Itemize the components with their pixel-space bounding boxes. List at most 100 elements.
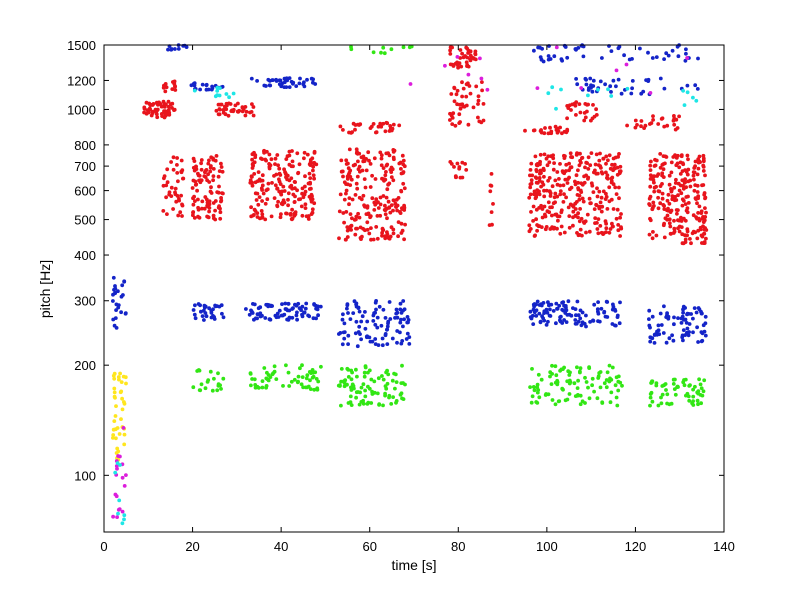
data-point-red (357, 164, 362, 169)
data-point-blue (305, 77, 309, 82)
data-point-yellow (122, 442, 127, 447)
data-point-blue (547, 313, 552, 318)
data-point-blue (701, 323, 706, 328)
data-point-red (566, 205, 571, 210)
data-point-blue (191, 83, 196, 87)
data-point-green (264, 385, 268, 390)
data-point-red (531, 204, 536, 209)
data-point-red (159, 104, 164, 109)
data-point-red (351, 163, 356, 168)
data-point-red (290, 216, 295, 221)
data-point-green (366, 400, 371, 405)
data-point-red (679, 219, 684, 223)
data-point-green (339, 367, 344, 371)
data-point-magenta (466, 72, 471, 77)
data-point-red (179, 193, 184, 198)
data-point-green (376, 376, 381, 381)
data-point-red (180, 203, 185, 208)
data-point-red (346, 166, 351, 171)
data-point-green (274, 377, 279, 381)
data-point-green (384, 386, 389, 391)
data-point-red (295, 188, 299, 193)
data-point-red (576, 233, 581, 238)
data-point-blue (605, 300, 610, 304)
data-point-red (617, 152, 621, 156)
data-point-red (587, 229, 592, 234)
data-point-red (617, 196, 621, 201)
data-point-red (354, 217, 358, 222)
data-point-blue (399, 341, 404, 346)
data-point-green (592, 389, 596, 394)
x-tick-label: 40 (274, 539, 288, 554)
data-point-blue (354, 301, 359, 306)
data-point-red (180, 214, 184, 218)
data-point-blue (268, 79, 272, 83)
data-point-blue (702, 329, 707, 334)
data-point-red (173, 186, 178, 191)
data-point-red (293, 180, 297, 185)
data-point-blue (562, 318, 566, 322)
data-point-blue (199, 309, 203, 314)
data-point-red (539, 203, 543, 208)
data-point-red (193, 199, 197, 204)
data-point-green (576, 378, 580, 383)
data-point-blue (662, 304, 666, 309)
data-point-red (273, 162, 277, 167)
x-tick-label: 20 (185, 539, 199, 554)
data-point-blue (114, 308, 118, 312)
data-point-blue (210, 86, 215, 90)
data-point-red (566, 106, 571, 110)
data-point-red (467, 84, 472, 88)
data-point-blue (373, 337, 378, 341)
data-point-red (278, 215, 283, 220)
data-point-green (362, 370, 367, 375)
data-point-red (471, 105, 476, 110)
data-point-red (358, 122, 363, 127)
data-point-red (662, 124, 667, 129)
data-point-cyan (625, 86, 630, 91)
data-point-red (550, 213, 554, 218)
data-point-blue (274, 79, 279, 83)
data-point-red (399, 171, 404, 176)
data-point-red (544, 188, 549, 193)
data-point-red (362, 159, 367, 164)
data-point-red (658, 201, 663, 206)
x-tick-label: 0 (100, 539, 107, 554)
data-point-cyan (609, 94, 614, 98)
data-point-green (398, 392, 403, 397)
data-point-red (164, 85, 169, 90)
data-point-red (648, 218, 653, 223)
data-point-yellow (115, 446, 120, 451)
data-point-blue (302, 310, 306, 315)
data-point-red (374, 225, 379, 229)
data-point-blue (584, 82, 589, 87)
data-point-red (386, 199, 391, 204)
data-point-green (198, 388, 203, 393)
data-point-blue (380, 336, 385, 341)
data-point-red (356, 159, 360, 164)
data-point-red (378, 121, 383, 126)
data-point-red (211, 174, 216, 179)
data-point-red (619, 212, 623, 216)
data-point-red (464, 168, 469, 172)
data-point-blue (647, 308, 652, 313)
data-point-red (550, 184, 555, 189)
data-point-red (300, 213, 305, 218)
data-point-red (670, 197, 675, 202)
data-point-red (387, 129, 392, 133)
data-point-red (596, 231, 601, 236)
data-point-green (389, 47, 394, 52)
data-point-red (677, 165, 682, 170)
data-point-red (218, 216, 223, 221)
data-point-red (680, 241, 685, 246)
data-point-red (344, 210, 349, 214)
data-point-red (459, 64, 464, 69)
data-point-red (178, 210, 183, 215)
data-point-red (283, 171, 288, 176)
data-point-red (596, 217, 601, 222)
data-point-red (161, 209, 166, 213)
data-point-yellow (119, 417, 123, 421)
data-point-blue (592, 302, 597, 307)
data-point-blue (685, 83, 690, 88)
data-point-red (455, 161, 460, 166)
